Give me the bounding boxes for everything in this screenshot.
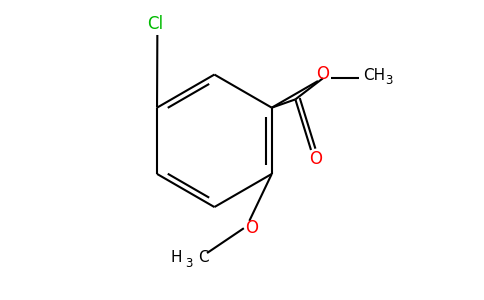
Text: C: C [198,250,209,265]
Text: Cl: Cl [148,15,164,33]
Text: 3: 3 [386,74,393,88]
Text: 3: 3 [185,257,192,270]
Text: CH: CH [363,68,386,83]
Text: O: O [317,64,330,82]
Text: H: H [171,250,182,265]
Text: O: O [309,150,322,168]
Text: O: O [245,219,257,237]
